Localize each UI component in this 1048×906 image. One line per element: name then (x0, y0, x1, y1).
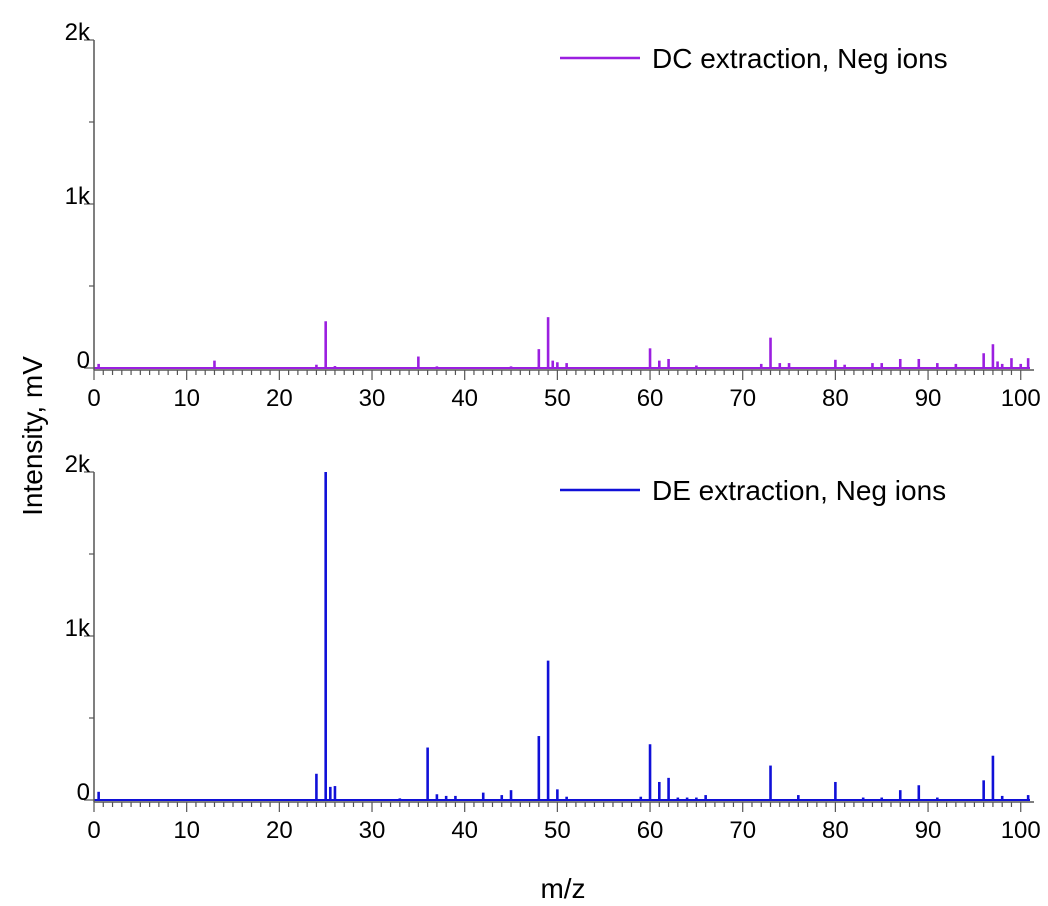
x-tick-label: 20 (266, 817, 293, 844)
x-tick-label: 100 (1001, 385, 1041, 412)
x-axis-title: m/z (540, 873, 585, 904)
x-tick-label: 60 (637, 817, 664, 844)
x-tick-label: 50 (544, 817, 571, 844)
x-tick-label: 70 (729, 385, 756, 412)
y-axis-title: Intensity, mV (17, 356, 48, 516)
x-tick-label: 90 (915, 385, 942, 412)
y-tick-label: 0 (77, 347, 90, 374)
top-panel: 0 10 20 30 40 50 60 70 80 90 100 0 1k 2k DC extraction… (65, 19, 1041, 412)
x-tick-label: 30 (359, 385, 386, 412)
x-tick-label: 0 (87, 817, 100, 844)
x-tick-label: 90 (915, 817, 942, 844)
x-tick-label: 70 (729, 817, 756, 844)
x-tick-label: 80 (822, 385, 849, 412)
x-tick-label: 10 (173, 817, 200, 844)
legend-label: DC extraction, Neg ions (652, 43, 948, 74)
x-tick-label: 60 (637, 385, 664, 412)
x-tick-label: 80 (822, 817, 849, 844)
x-tick-label: 50 (544, 385, 571, 412)
x-tick-label: 100 (1001, 817, 1041, 844)
x-tick-label: 0 (87, 385, 100, 412)
y-tick-label: 0 (77, 779, 90, 806)
y-tick-label: 2k (65, 451, 91, 478)
x-tick-label: 40 (451, 817, 478, 844)
y-tick-label: 2k (65, 19, 91, 46)
x-tick-label: 20 (266, 385, 293, 412)
y-tick-label: 1k (65, 615, 91, 642)
x-tick-label: 30 (359, 817, 386, 844)
x-tick-label: 40 (451, 385, 478, 412)
bottom-panel: 0 10 20 30 40 50 60 70 80 90 100 0 1k 2k DE extraction… (65, 451, 1041, 844)
x-tick-label: 10 (173, 385, 200, 412)
y-tick-label: 1k (65, 183, 91, 210)
legend-label: DE extraction, Neg ions (652, 475, 946, 506)
